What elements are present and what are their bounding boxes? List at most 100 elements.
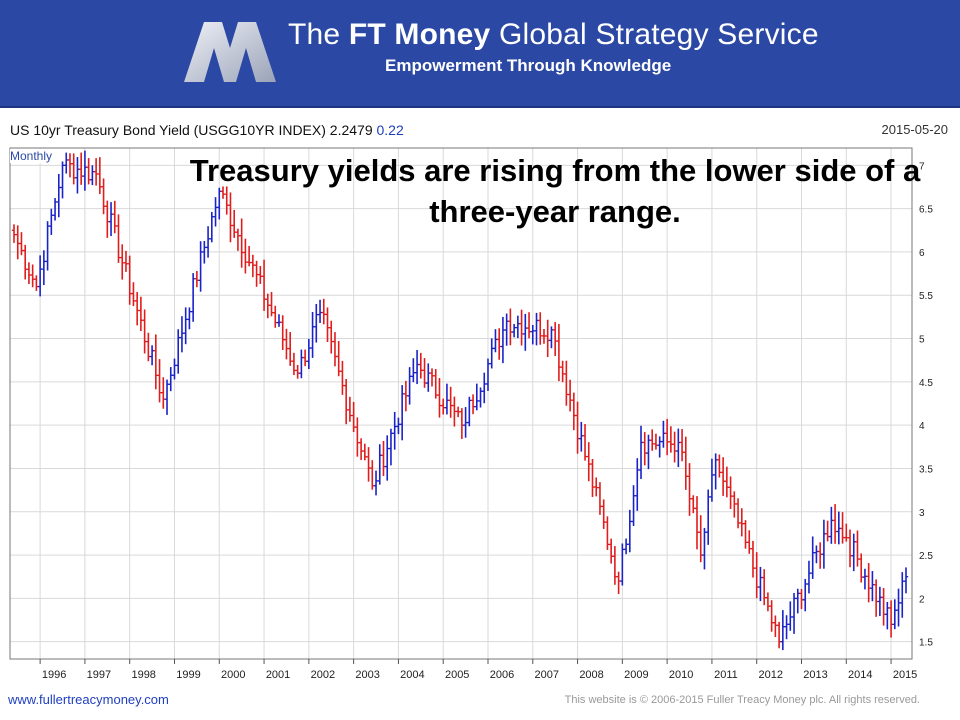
ohlc-bar — [385, 435, 390, 481]
ohlc-bar — [78, 152, 84, 185]
ohlc-bar — [142, 309, 147, 354]
ohlc-bar — [627, 509, 633, 553]
ohlc-bar — [504, 313, 509, 346]
ohlc-bar — [672, 431, 677, 463]
ohlc-bar — [198, 241, 203, 292]
ohlc-bar — [176, 329, 181, 374]
copyright-notice: This website is © 2006-2015 Fuller Treac… — [564, 694, 920, 706]
ohlc-bar — [448, 386, 453, 418]
ohlc-bar — [243, 238, 248, 274]
ohlc-bar — [373, 470, 379, 496]
y-tick-label: 1.5 — [919, 638, 933, 649]
ohlc-bar — [586, 442, 591, 482]
y-tick-label: 4 — [919, 421, 925, 432]
x-axis: 1996 1997 1998 1999 2000 2001 2002 2003 2004 2005… — [39, 659, 917, 681]
ohlc-bar — [523, 313, 528, 351]
x-tick-label: 1997 — [87, 669, 111, 681]
ohlc-bar — [22, 244, 28, 280]
ohlc-bar — [668, 426, 674, 453]
ohlc-bar — [642, 432, 647, 466]
x-tick-label: 2002 — [311, 669, 335, 681]
ohlc-bar — [134, 292, 140, 326]
ohlc-bar — [515, 315, 521, 339]
ohlc-bar — [608, 538, 614, 564]
ohlc-bar — [705, 489, 711, 545]
website-link[interactable]: www.fullertreacymoney.com — [8, 692, 169, 707]
ohlc-bar — [291, 352, 297, 376]
ohlc-bar — [851, 533, 856, 572]
ohlc-bar — [773, 615, 778, 637]
ohlc-bar — [590, 458, 595, 497]
ohlc-bar — [149, 345, 155, 366]
ohlc-bar — [310, 311, 315, 358]
ohlc-bar — [664, 418, 670, 456]
ohlc-bar — [564, 360, 569, 406]
x-tick-label: 2004 — [400, 669, 424, 681]
ohlc-bar — [717, 454, 722, 478]
ohlc-bar — [765, 592, 771, 612]
y-tick-label: 6 — [919, 248, 925, 259]
ohlc-bar — [761, 569, 767, 606]
ohlc-bar — [612, 546, 618, 585]
ohlc-bar — [418, 352, 424, 379]
ohlc-bar — [317, 299, 323, 324]
x-tick-label: 2009 — [624, 669, 648, 681]
ohlc-bar — [810, 536, 815, 579]
ohlc-bar — [877, 586, 883, 617]
ohlc-bar — [377, 444, 382, 485]
ohlc-bar — [724, 466, 730, 498]
ohlc-bar — [534, 312, 539, 346]
ohlc-bar — [791, 592, 797, 634]
ohlc-bar — [86, 158, 91, 185]
ohlc-bar — [392, 411, 397, 450]
ohlc-bar — [358, 438, 364, 461]
ohlc-bar — [64, 152, 69, 174]
ohlc-bar — [437, 378, 442, 418]
ohlc-bar — [713, 453, 718, 490]
ohlc-bar — [426, 363, 431, 392]
ohlc-bar — [340, 360, 345, 395]
ohlc-bar — [597, 482, 603, 515]
ohlc-bar — [560, 360, 565, 383]
x-tick-label: 2013 — [803, 669, 827, 681]
x-tick-label: 2015 — [893, 669, 917, 681]
ohlc-bar — [30, 264, 35, 288]
y-axis: 1.5 2 2.5 3 3.5 4 4.5 5 5.5 6 6.5 7 — [919, 161, 933, 648]
ohlc-bar — [26, 262, 32, 285]
ohlc-bar — [870, 571, 875, 602]
ohlc-bar — [190, 273, 196, 322]
ohlc-bar — [355, 417, 360, 457]
ohlc-bar — [508, 308, 513, 346]
ohlc-bar — [511, 323, 517, 338]
ohlc-bar — [776, 621, 782, 649]
ohlc-bar — [60, 161, 65, 199]
ohlc-bar — [806, 560, 812, 594]
ohlc-bar — [265, 293, 270, 319]
banner-subtitle: Empowerment Through Knowledge — [385, 56, 672, 75]
x-tick-label: 2014 — [848, 669, 872, 681]
ohlc-bar — [683, 436, 688, 490]
ohlc-bar — [172, 358, 177, 380]
ohlc-bar — [306, 338, 312, 370]
ohlc-bar — [650, 429, 655, 451]
ohlc-bar — [896, 588, 901, 627]
ohlc-bar — [582, 424, 588, 461]
ohlc-bar — [743, 520, 748, 549]
ohlc-bar — [579, 421, 584, 452]
ohlc-bar — [885, 601, 890, 630]
ohlc-bar — [295, 364, 300, 379]
y-tick-label: 4.5 — [919, 378, 933, 389]
ohlc-bar — [594, 477, 599, 497]
ohlc-bar — [720, 457, 726, 496]
ohlc-bar — [496, 328, 502, 360]
ohlc-bar — [433, 369, 438, 399]
ohlc-bar — [855, 530, 860, 567]
chart-date: 2015-05-20 — [881, 122, 949, 137]
ohlc-bar — [631, 485, 636, 527]
y-tick-label: 6.5 — [919, 205, 933, 216]
ohlc-bar — [623, 538, 629, 555]
ohlc-bar — [821, 519, 827, 569]
y-tick-label: 3.5 — [919, 464, 933, 475]
ohlc-bar — [343, 378, 349, 425]
chart-change-value: 0.22 — [376, 122, 404, 138]
